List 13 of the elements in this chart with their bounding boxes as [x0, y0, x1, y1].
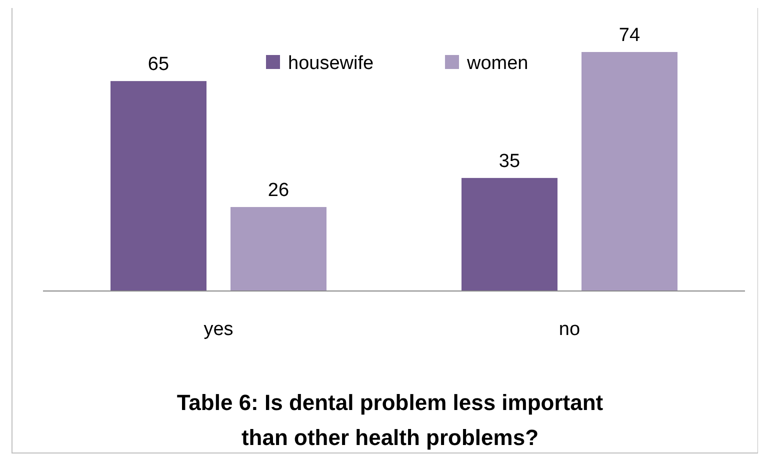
bar	[582, 52, 678, 291]
data-label: 74	[618, 25, 640, 46]
text: Table 6: Is dental problem less important than other health problems?	[176, 390, 604, 450]
bar	[462, 178, 558, 291]
data-label: 65	[148, 54, 170, 76]
bar	[230, 207, 326, 291]
legend-label: housewife	[288, 53, 374, 74]
x-tick-label: no	[558, 319, 580, 340]
x-tick-label: yes	[204, 319, 234, 340]
data-label: 35	[498, 150, 520, 172]
bar	[110, 81, 206, 291]
legend-label: women	[466, 53, 528, 74]
data-label: 26	[268, 180, 290, 202]
